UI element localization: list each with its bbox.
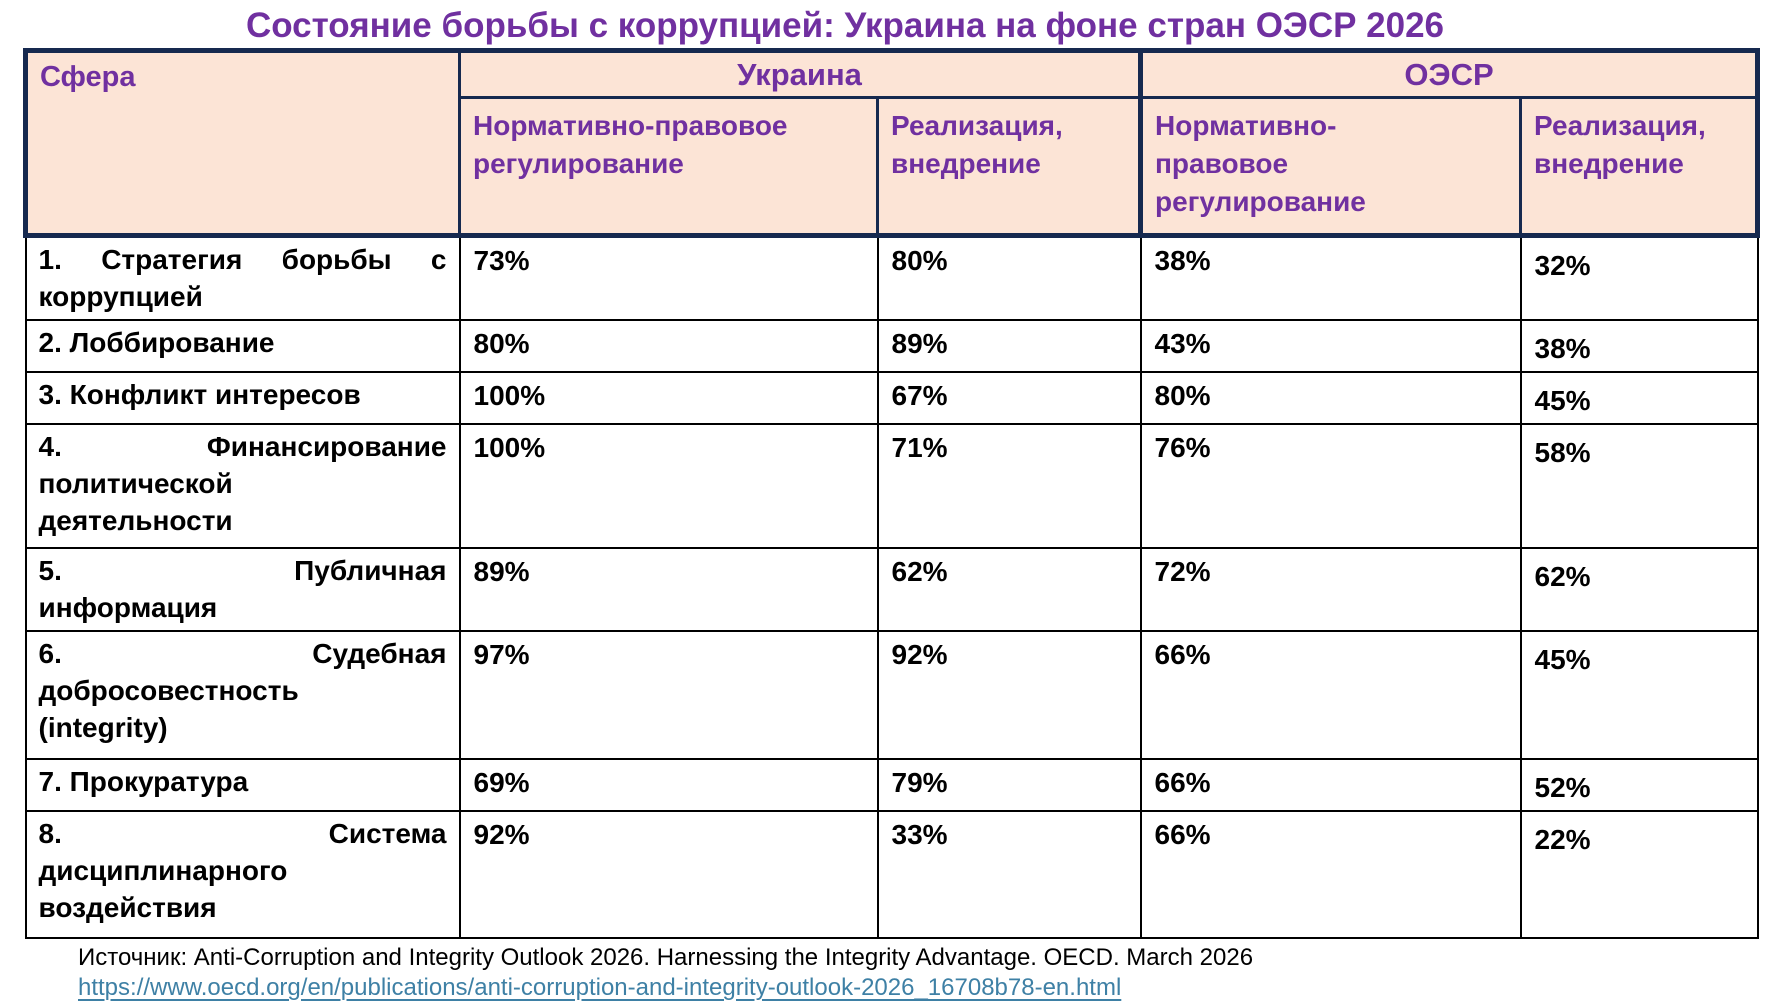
- table-row: 5. Публичная информация 89% 62% 72% 62%: [24, 547, 1759, 632]
- oecd-regulation-value-cell: 43%: [1139, 319, 1522, 373]
- column-header-oecd-regulation: Нормативно- правовое регулирование: [1138, 96, 1523, 238]
- ua-implementation-value-cell: 71%: [876, 423, 1142, 549]
- sphere-cell: 1. Стратегия борьбы с коррупцией: [24, 234, 461, 321]
- table-row: 7. Прокуратура 69% 79% 66% 52%: [24, 758, 1759, 812]
- sphere-cell: 7. Прокуратура: [24, 758, 461, 812]
- table-row: 2. Лоббирование 80% 89% 43% 38%: [24, 319, 1759, 373]
- oecd-regulation-value-cell: 66%: [1139, 630, 1522, 760]
- table-row: 8. Система дисциплинарного воздействия 92…: [24, 810, 1759, 939]
- sphere-cell: 8. Система дисциплинарного воздействия: [24, 810, 461, 939]
- table-row: 1. Стратегия борьбы с коррупцией 73% 80% 38…: [24, 234, 1759, 321]
- oecd-regulation-value-cell: 38%: [1139, 234, 1522, 321]
- sphere-cell: 2. Лоббирование: [24, 319, 461, 373]
- column-header-ua-implementation: Реализация, внедрение: [875, 96, 1143, 238]
- column-header-oecd-implementation: Реализация, внедрение: [1519, 96, 1761, 238]
- page-title: Состояние борьбы с коррупцией: Украина н…: [245, 6, 1445, 45]
- group-header-row: Сфера Украина ОЭСР: [23, 48, 1761, 238]
- ua-regulation-value-cell: 69%: [458, 758, 879, 812]
- ua-implementation-value-cell: 79%: [876, 758, 1142, 812]
- corruption-comparison-table: Сфера Украина ОЭСР Нормативно-правовое р…: [23, 48, 1761, 939]
- source-note: Источник: Anti-Corruption and Integrity …: [78, 944, 1254, 971]
- ua-regulation-value-cell: 89%: [458, 547, 879, 632]
- ua-regulation-value-cell: 73%: [458, 234, 879, 321]
- table-row: 4. Финансирование политической деятельно…: [24, 423, 1759, 549]
- ua-regulation-value-cell: 80%: [458, 319, 879, 373]
- oecd-regulation-value-cell: 66%: [1139, 758, 1522, 812]
- table-row: 3. Конфликт интересов 100% 67% 80% 45%: [24, 371, 1759, 425]
- source-link[interactable]: https://www.oecd.org/en/publications/ant…: [78, 974, 1122, 1001]
- ua-regulation-value-cell: 92%: [458, 810, 879, 939]
- sphere-cell: 6. Судебная добросовестность (integrity): [24, 630, 461, 760]
- ua-regulation-value-cell: 100%: [458, 371, 879, 425]
- oecd-implementation-value-cell: 45%: [1519, 371, 1759, 425]
- ua-implementation-value-cell: 92%: [876, 630, 1142, 760]
- ua-regulation-value-cell: 100%: [458, 423, 879, 549]
- sphere-cell: 3. Конфликт интересов: [24, 371, 461, 425]
- ua-implementation-value-cell: 80%: [876, 234, 1142, 321]
- oecd-regulation-value-cell: 76%: [1139, 423, 1522, 549]
- oecd-regulation-value-cell: 72%: [1139, 547, 1522, 632]
- ua-implementation-value-cell: 62%: [876, 547, 1142, 632]
- oecd-implementation-value-cell: 22%: [1519, 810, 1759, 939]
- oecd-regulation-value-cell: 66%: [1139, 810, 1522, 939]
- ua-regulation-value-cell: 97%: [458, 630, 879, 760]
- ua-implementation-value-cell: 89%: [876, 319, 1142, 373]
- column-header-sphere: Сфера: [23, 48, 461, 238]
- sphere-cell: 5. Публичная информация: [24, 547, 461, 632]
- oecd-regulation-value-cell: 80%: [1139, 371, 1522, 425]
- oecd-implementation-value-cell: 45%: [1519, 630, 1759, 760]
- oecd-implementation-value-cell: 38%: [1519, 319, 1759, 373]
- sphere-cell: 4. Финансирование политической деятельно…: [24, 423, 461, 549]
- oecd-implementation-value-cell: 52%: [1519, 758, 1759, 812]
- column-header-ua-regulation: Нормативно-правовое регулирование: [458, 96, 879, 238]
- oecd-implementation-value-cell: 62%: [1519, 547, 1759, 632]
- sub-header-row: Нормативно-правовое регулирование Реализ…: [26, 96, 1761, 238]
- footer: Источник: Anti-Corruption and Integrity …: [78, 943, 1777, 1003]
- group-header-oecd: ОЭСР: [1138, 48, 1761, 99]
- group-header-ukraine: Украина: [457, 48, 1143, 99]
- oecd-implementation-value-cell: 58%: [1519, 423, 1759, 549]
- table-row: 6. Судебная добросовестность (integrity)…: [24, 630, 1759, 760]
- ua-implementation-value-cell: 33%: [876, 810, 1142, 939]
- oecd-implementation-value-cell: 32%: [1519, 234, 1759, 321]
- ua-implementation-value-cell: 67%: [876, 371, 1142, 425]
